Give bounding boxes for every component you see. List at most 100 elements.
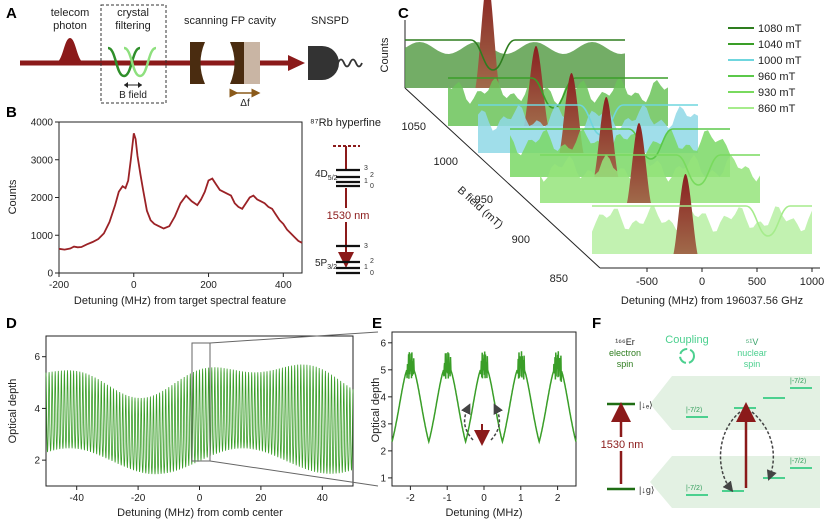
chart-c-ztick-label: 950	[475, 194, 493, 206]
chart-c-series-0	[405, 39, 625, 71]
chart-e-xlabel: Detuning (MHz)	[445, 507, 522, 519]
chart-c-xtick-label: 0	[699, 276, 705, 288]
photon-pulse-icon	[55, 38, 85, 63]
chart-d-ticks: -40 -20 0 20 40 2 4 6	[34, 352, 328, 504]
chart-c: Counts -500 0 500 1000 1050 1000 950 900 850 B f…	[379, 0, 824, 307]
snspd-label: SNSPD	[311, 15, 349, 27]
chart-c-series-4	[540, 154, 760, 186]
chart-c-ztick-label: 1050	[402, 121, 426, 133]
chart-e-ytick-label: 1	[380, 473, 386, 484]
telecom-label-1: telecom	[51, 7, 90, 19]
chart-b-ytick-label: 1000	[31, 231, 54, 242]
er-up-state: |↓ₑ⟩	[639, 400, 653, 410]
chart-c-traces	[405, 0, 812, 254]
chart-c-ztick-label: 850	[550, 273, 568, 285]
chart-c-peak-2	[559, 73, 584, 153]
chart-c-ztick-label: 900	[512, 234, 530, 246]
chart-e-xtick-label: 0	[481, 493, 487, 504]
chart-c-peak-0	[475, 0, 500, 88]
cavity-mirror-left	[190, 42, 205, 84]
chart-b-xlabel: Detuning (MHz) from target spectral feat…	[74, 295, 286, 307]
er-down-state: |↓g⟩	[639, 485, 654, 495]
f-transition-label: 1530 nm	[601, 439, 644, 451]
chart-e-ylabel: Optical depth	[370, 378, 382, 443]
chart-e-xtick-label: -2	[406, 493, 415, 504]
zoom-line-bottom	[209, 460, 379, 487]
beam-arrowhead	[288, 55, 305, 71]
chart-e-ytick-label: 3	[380, 419, 386, 430]
rb-label: ⁸⁷Rb hyperfine	[310, 117, 381, 129]
chart-c-xtick-label: -500	[636, 276, 658, 288]
upper-manifold	[336, 168, 360, 188]
panel-label-c: C	[398, 5, 409, 22]
telecom-label-2: photon	[53, 20, 87, 32]
chart-e-ytick-label: 2	[380, 446, 386, 457]
chart-e-xtick-label: 1	[518, 493, 524, 504]
nuc-state-2: |-7/2⟩	[790, 377, 807, 385]
chart-d-xtick-label: -20	[131, 493, 146, 504]
crystal-label-1: crystal	[117, 7, 149, 19]
cavity-label: scanning FP cavity	[184, 15, 277, 27]
filter-curve-2	[123, 46, 157, 78]
chart-b-ytick-label: 0	[47, 269, 53, 280]
coupling-label: Coupling	[665, 334, 708, 346]
nuc-state-4: |-7/2⟩	[790, 457, 807, 465]
lower-f-2: 2	[370, 258, 374, 265]
chart-c-legend-label: 1080 mT	[758, 23, 802, 35]
f-transition-label-bg	[602, 437, 644, 451]
chart-c-peak-5	[673, 174, 698, 254]
chart-c-peak-4	[627, 123, 651, 203]
chart-b-xtick-label: 0	[131, 280, 137, 291]
panel-label-a: A	[6, 5, 17, 22]
chart-c-legend-label: 1040 mT	[758, 39, 802, 51]
panel-label-d: D	[6, 315, 17, 332]
chart-b-xtick-label: 400	[275, 280, 292, 291]
lower-f-0: 0	[370, 270, 374, 277]
chart-d-xtick-label: 40	[317, 493, 329, 504]
chart-c-ticks: -500 0 500 1000 1050 1000 950 900 850	[402, 121, 825, 288]
zoom-line-top	[209, 331, 379, 344]
chart-c-legend-label: 930 mT	[758, 87, 796, 99]
rb-level-diagram: ⁸⁷Rb hyperfine 4D5/2 3 2 1 0 1530 nm 5P3…	[310, 117, 381, 277]
chart-d-xtick-label: 20	[255, 493, 267, 504]
upper-f-2: 2	[370, 172, 374, 179]
pump-arrow-right	[490, 403, 504, 441]
chart-b-ytick-label: 2000	[31, 193, 54, 204]
chart-b-ytick-label: 4000	[31, 118, 54, 129]
chart-d-series-line	[45, 364, 354, 475]
chart-d-ytick-label: 4	[34, 404, 40, 415]
energy-level-diagram: ¹⁶⁶Er electron spin Coupling ⁵¹V nuclear…	[601, 334, 820, 508]
chart-c-legend-label: 960 mT	[758, 71, 796, 83]
chart-c-series-3	[510, 128, 730, 160]
chart-b-xtick-label: 200	[200, 280, 217, 291]
lower-manifold	[336, 244, 360, 275]
zoom-box	[191, 342, 211, 462]
chart-c-area-4	[540, 154, 760, 203]
chart-e: -2 -1 0 1 2 1 2 3 4 5 6 Detuning (MHz) Optical dep…	[370, 331, 577, 519]
chart-b-frame	[58, 121, 303, 274]
transition-label: 1530 nm	[327, 210, 370, 222]
delta-f-label: Δf	[240, 98, 250, 109]
chart-c-xtick-label: 500	[748, 276, 766, 288]
chart-c-zlabel: B field (mT)	[455, 184, 505, 231]
chart-c-ylabel: Counts	[379, 37, 391, 72]
chart-e-ytick-label: 5	[380, 365, 386, 376]
panel-label-f: F	[592, 315, 601, 332]
chart-c-area-5	[592, 206, 812, 254]
chart-e-ytick-label: 6	[380, 338, 386, 349]
chart-c-peak-1	[524, 46, 548, 126]
filter-curve-1	[107, 46, 141, 78]
relax-arrow-right	[751, 411, 777, 481]
chart-c-area-0	[405, 42, 625, 88]
chart-c-xlabel: Detuning (MHz) from 196037.56 GHz	[621, 295, 803, 307]
chart-c-legend-label: 860 mT	[758, 103, 796, 115]
chart-c-series-5	[592, 205, 812, 237]
upper-f-1: 1	[364, 178, 368, 185]
v-label-2: nuclear	[737, 348, 767, 358]
nuc-state-3: |-7/2⟩	[686, 484, 703, 492]
b-field-arrowheads	[124, 82, 142, 88]
chart-b-xtick-label: -200	[49, 280, 69, 291]
upper-f-0: 0	[370, 183, 374, 190]
